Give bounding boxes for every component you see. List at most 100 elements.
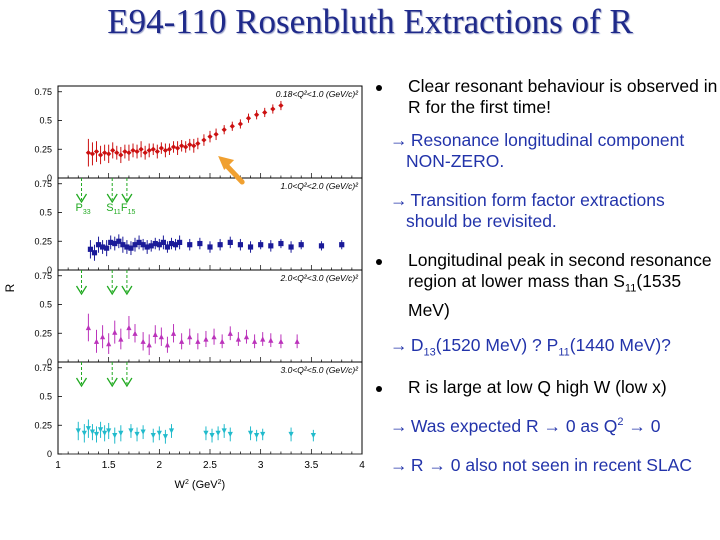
data-point (298, 242, 304, 248)
data-point (172, 242, 179, 248)
bullet-3: R is large at low Q high W (low x) (372, 377, 720, 398)
data-point (108, 239, 114, 245)
data-point (227, 330, 233, 336)
data-point (99, 334, 106, 340)
rosenbluth-plot: 0 0.25 0.5 0.75 0.18<Q²<1.0 (GeV/c)² 0 0.25 0.5… (3, 85, 365, 491)
data-point (268, 243, 274, 249)
data-point (227, 239, 233, 245)
x-tick-label: 1.5 (102, 460, 116, 471)
x-axis-label-sup: 2 (185, 479, 189, 486)
data-point (174, 145, 181, 151)
data-point (112, 329, 118, 335)
data-point (75, 428, 81, 434)
data-point (156, 242, 162, 248)
bullet-2-text-end: (1535 MeV) (408, 271, 682, 320)
data-point (85, 150, 91, 156)
sub-bullet-2-text: Transition form factor extractions shoul… (406, 190, 665, 231)
sub-bullet-2: → Transition form factor extractions sho… (372, 190, 720, 232)
resonance-arrow-icon (121, 193, 133, 204)
data-point (132, 330, 138, 336)
data-point (85, 426, 91, 432)
data-point (187, 334, 193, 340)
y-tick-label: 0.75 (34, 87, 52, 97)
y-tick-label: 0 (47, 265, 52, 275)
data-point (164, 342, 171, 348)
highlight-arrow-head-icon (218, 156, 235, 170)
arrow-icon: → (390, 415, 408, 436)
data-point (156, 430, 162, 436)
data-point (168, 240, 175, 247)
data-point (118, 430, 124, 436)
data-point (278, 240, 284, 247)
data-point (209, 433, 215, 439)
data-point (97, 152, 104, 158)
data-point (294, 338, 300, 344)
data-point (138, 146, 144, 152)
data-point (213, 131, 219, 137)
bullet-3-text: R is large at low Q high W (low x) (408, 377, 667, 397)
data-point (106, 151, 112, 157)
data-point (191, 143, 197, 149)
data-point (229, 123, 235, 129)
data-point (144, 244, 150, 250)
data-point (187, 142, 193, 148)
data-point (215, 430, 221, 436)
data-point (183, 144, 189, 150)
data-point (128, 428, 134, 434)
data-point (164, 244, 171, 250)
bullet-1: Clear resonant behaviour is observed in … (372, 76, 720, 118)
arrow-icon: → (390, 334, 408, 355)
data-point (122, 148, 128, 155)
resonance-arrow-icon (106, 193, 118, 204)
data-point (179, 338, 185, 344)
data-point (95, 242, 102, 248)
y-tick-label: 0.5 (39, 300, 52, 310)
y-tick-label: 0.5 (39, 392, 52, 402)
sub-bullet-3-subscript-2: 11 (558, 346, 570, 358)
data-point (221, 127, 227, 133)
data-point (142, 150, 148, 156)
data-point (254, 112, 260, 118)
data-point (260, 431, 266, 438)
data-point (177, 239, 183, 245)
data-point (217, 242, 223, 248)
data-point (134, 431, 140, 438)
data-point (146, 342, 152, 348)
resonance-label-subscript: 11 (114, 209, 121, 216)
x-tick-label: 3.5 (304, 460, 318, 471)
data-point (254, 433, 260, 439)
sub-bullet-3: → D13(1520 MeV) ? P11(1440 MeV)? (372, 335, 720, 364)
x-axis-label-close: ) (221, 479, 225, 491)
sub-bullet-4-text: Was expected R → 0 as Q (410, 415, 618, 436)
data-point (150, 433, 156, 439)
sub-bullet-4: → Was expected R → 0 as Q2 → 0 (372, 412, 720, 437)
data-point (93, 431, 100, 438)
data-point (339, 242, 345, 248)
data-point (140, 338, 146, 344)
data-point (268, 337, 274, 343)
data-point (221, 428, 227, 434)
resonance-label-subscript: 15 (128, 209, 136, 216)
data-point (166, 146, 173, 152)
arrow-icon: → (390, 190, 408, 210)
y-tick-label: 0.75 (34, 179, 52, 189)
data-point (219, 338, 225, 344)
sub-bullet-1: → Resonance longitudinal component NON-Z… (372, 130, 720, 172)
data-point (310, 433, 316, 439)
data-point (110, 147, 116, 153)
data-point (207, 244, 213, 250)
data-point (211, 334, 217, 340)
sub-bullet-3-text: D (410, 334, 424, 355)
data-point (245, 115, 252, 121)
y-tick-label: 0.75 (34, 363, 52, 373)
panel-4: 0 0.25 0.5 0.75 3.0<Q²<5.0 (GeV/c)² (34, 361, 363, 459)
y-tick-label: 0 (47, 357, 52, 367)
data-point (126, 150, 132, 156)
data-point (140, 429, 146, 435)
bullet-2-subscript: 11 (624, 282, 637, 295)
data-point (160, 239, 166, 245)
panel-label: 0.18<Q²<1.0 (GeV/c)² (276, 89, 359, 99)
slide-title: E94-110 Rosenbluth Extractions of R (107, 2, 633, 41)
data-point (270, 106, 276, 112)
y-tick-label: 0.5 (39, 208, 52, 218)
